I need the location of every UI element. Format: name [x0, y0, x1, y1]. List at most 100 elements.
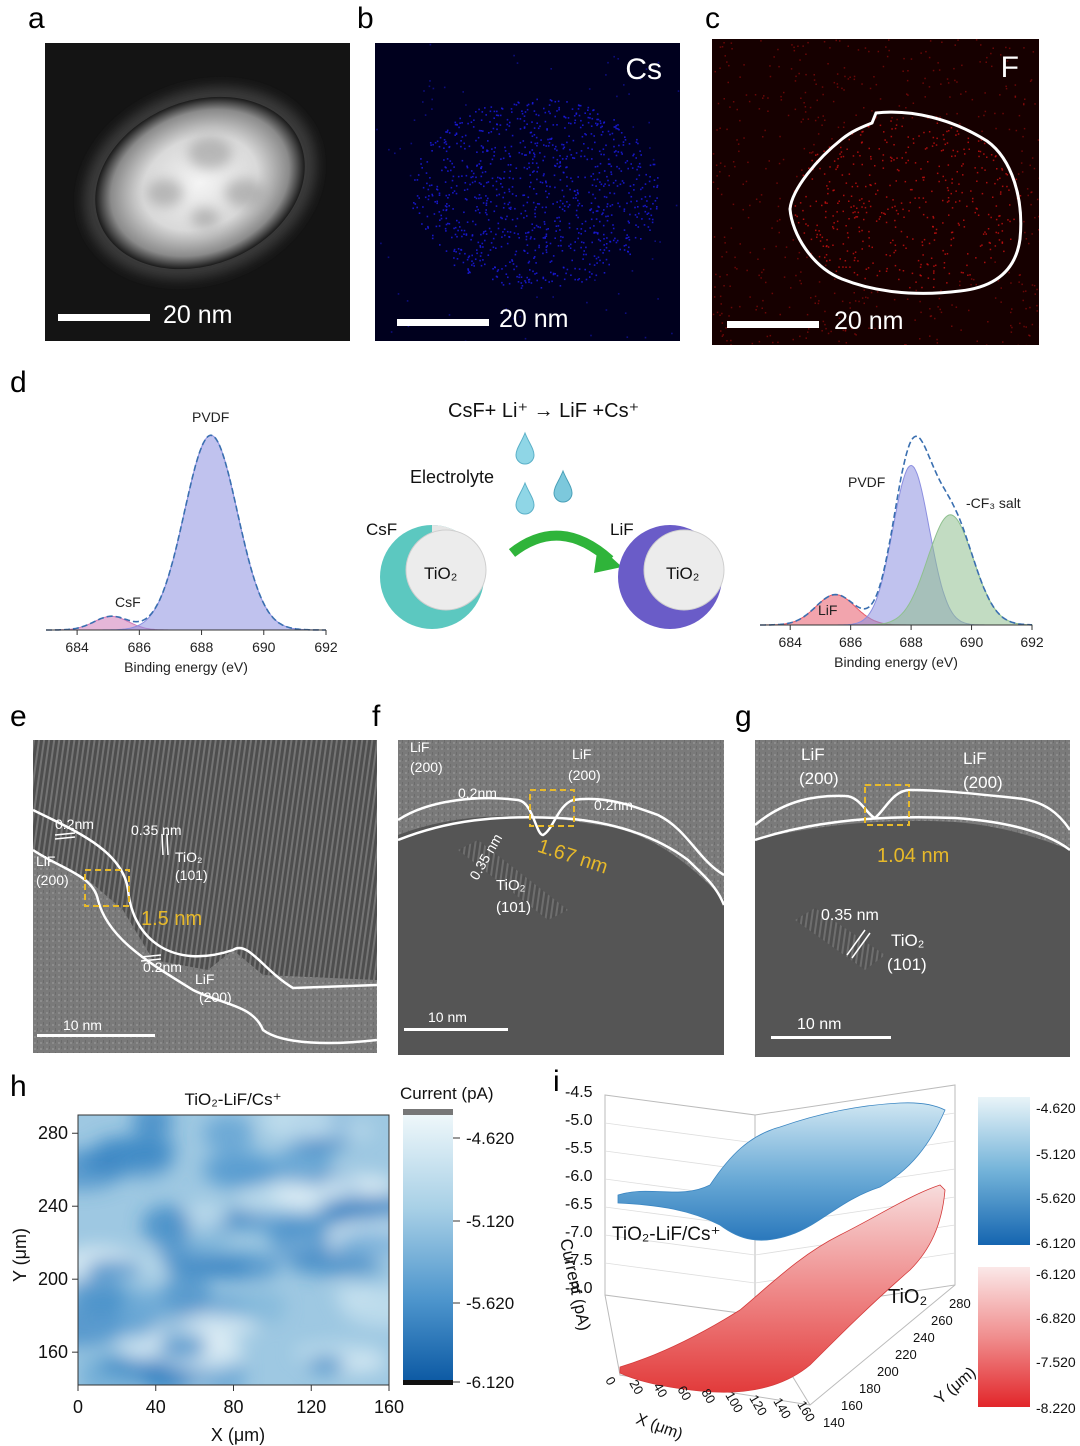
scale-bar-label: 20 nm [163, 301, 233, 329]
colorbar-tick: -5.620 [466, 1294, 514, 1313]
x-tick-label: 692 [1020, 634, 1044, 650]
z-tick-label: -5.0 [565, 1112, 593, 1129]
element-label: Cs [625, 53, 662, 86]
scale-bar [397, 319, 489, 326]
phase-label: LiF [801, 745, 825, 764]
panel-letter-h: h [10, 1070, 27, 1103]
colorbar-tick: -5.120 [1036, 1146, 1076, 1162]
peak-label-pvdf: PVDF [192, 409, 229, 425]
x-tick-label: 684 [65, 639, 89, 655]
plane-label: (101) [496, 899, 531, 916]
peak-label-lif: LiF [818, 602, 837, 618]
phase-label: TiO₂ [175, 849, 202, 865]
colorbar-tick: -6.120 [1036, 1235, 1076, 1251]
panel-letter-a: a [28, 2, 45, 35]
csf-shell-label: CsF [366, 520, 397, 539]
lif-tio2-particle [618, 525, 725, 629]
y-tick-label: 280 [38, 1123, 68, 1143]
envelope-fit [46, 434, 326, 631]
heatmap-title: TiO₂-LiF/Cs⁺ [184, 1090, 281, 1109]
y-axis-ticks: 140 160 180 200 220 240 260 280 [823, 1296, 971, 1430]
colorbar [403, 1115, 453, 1381]
panel-letter-g: g [735, 700, 752, 733]
plane-label: (200) [410, 759, 443, 775]
colorbar-cap [403, 1109, 453, 1115]
colorbar-ticks: -4.620 -5.120 -5.620 -6.120 [453, 1129, 514, 1392]
phase-label: LiF [410, 740, 429, 755]
csf-tio2-particle [380, 525, 487, 629]
x-tick-label: 20 [626, 1377, 646, 1397]
x-tick-label: 160 [374, 1397, 404, 1417]
shell-thickness: 1.04 nm [877, 845, 949, 867]
surface-label-top: TiO₂-LiF/Cs⁺ [612, 1224, 721, 1245]
heatmap-field [78, 1115, 389, 1385]
electrolyte-label: Electrolyte [410, 467, 494, 487]
reaction-equation: CsF+ Li⁺ → LiF +Cs⁺ [448, 400, 639, 422]
y-axis-label: Y (μm) [932, 1364, 980, 1408]
y-tick-label: 220 [895, 1347, 917, 1362]
x-tick-label: 688 [190, 639, 214, 655]
y-tick-label: 160 [841, 1398, 863, 1413]
y-tick-label: 160 [38, 1342, 68, 1362]
scale-bar [727, 321, 819, 328]
shell-thickness: 1.5 nm [141, 908, 202, 930]
x-tick-label: 686 [128, 639, 152, 655]
y-tick-label: 200 [38, 1269, 68, 1289]
z-tick-label: -4.5 [565, 1084, 593, 1101]
x-tick-label: 40 [650, 1380, 670, 1400]
tem-image: LiF (200) LiF (200) 0.2nm 0.2nm 0.35 nm … [398, 740, 724, 1055]
colorbar-tick: -5.120 [466, 1212, 514, 1231]
lattice-spacing: 0.2nm [594, 797, 633, 813]
scale-bar-label: 20 nm [834, 307, 904, 335]
y-tick-label: 280 [949, 1296, 971, 1311]
y-tick-label: 240 [913, 1330, 935, 1345]
lattice-spacing: 0.2nm [143, 959, 182, 975]
phase-label: LiF [963, 749, 987, 768]
colorbar-tick: -4.620 [1036, 1100, 1076, 1116]
element-label: F [1000, 51, 1019, 84]
x-tick-label: 692 [314, 639, 338, 655]
plane-label: (200) [36, 872, 69, 888]
scale-bar-label: 10 nm [63, 1017, 102, 1033]
plane-label: (200) [799, 769, 839, 788]
panel-letter-i: i [553, 1065, 560, 1098]
phase-label: TiO₂ [496, 877, 526, 894]
plane-label: (101) [887, 955, 927, 974]
envelope-fit [760, 435, 1032, 626]
x-axis-label: X (μm) [634, 1411, 685, 1444]
scale-bar [404, 1028, 508, 1031]
arrow-head-icon [594, 545, 622, 573]
colorbar-tick: -6.820 [1036, 1310, 1076, 1326]
lattice-spacing: 0.2nm [55, 816, 94, 832]
colorbar-blue [978, 1097, 1030, 1245]
y-tick-label: 180 [859, 1381, 881, 1396]
x-tick-label: 0 [602, 1374, 619, 1388]
electrolyte-drops [515, 431, 573, 515]
colorbar-tick: -4.620 [466, 1129, 514, 1148]
x-axis-label: Binding energy (eV) [834, 654, 958, 670]
y-tick-label: 200 [877, 1364, 899, 1379]
surface-label-bottom: TiO₂ [888, 1286, 927, 1308]
phase-label: LiF [36, 853, 55, 869]
x-tick-label: 684 [779, 634, 803, 650]
scale-bar-label: 10 nm [797, 1016, 841, 1033]
colorbar-tick: -6.120 [1036, 1266, 1076, 1282]
panel-letter-e: e [10, 700, 27, 733]
scale-bar-label: 20 nm [499, 305, 569, 333]
tem-image: 0.2nm 0.35 nm TiO₂ (101) LiF (200) 1.5 n… [33, 740, 377, 1053]
x-tick-label: 160 [794, 1398, 818, 1424]
arrow-icon [508, 530, 614, 564]
z-tick-label: -8.0 [565, 1280, 593, 1297]
z-tick-label: -5.5 [565, 1140, 593, 1157]
panel-e-tem: 0.2nm 0.35 nm TiO₂ (101) LiF (200) 1.5 n… [33, 740, 377, 1053]
colorbar-tick: -7.520 [1036, 1354, 1076, 1370]
y-axis-label: Y (μm) [10, 1228, 30, 1282]
z-tick-label: -7.0 [565, 1224, 593, 1241]
z-tick-label: -7.5 [565, 1252, 593, 1269]
lattice-spacing: 0.35 nm [131, 822, 182, 838]
phase-label: LiF [572, 746, 591, 762]
colorbar-tick: -8.220 [1036, 1400, 1076, 1416]
lattice-spacing: 0.2nm [458, 785, 497, 801]
panel-f-tem: LiF (200) LiF (200) 0.2nm 0.2nm 0.35 nm … [398, 740, 724, 1055]
x-tick-label: 40 [146, 1397, 166, 1417]
